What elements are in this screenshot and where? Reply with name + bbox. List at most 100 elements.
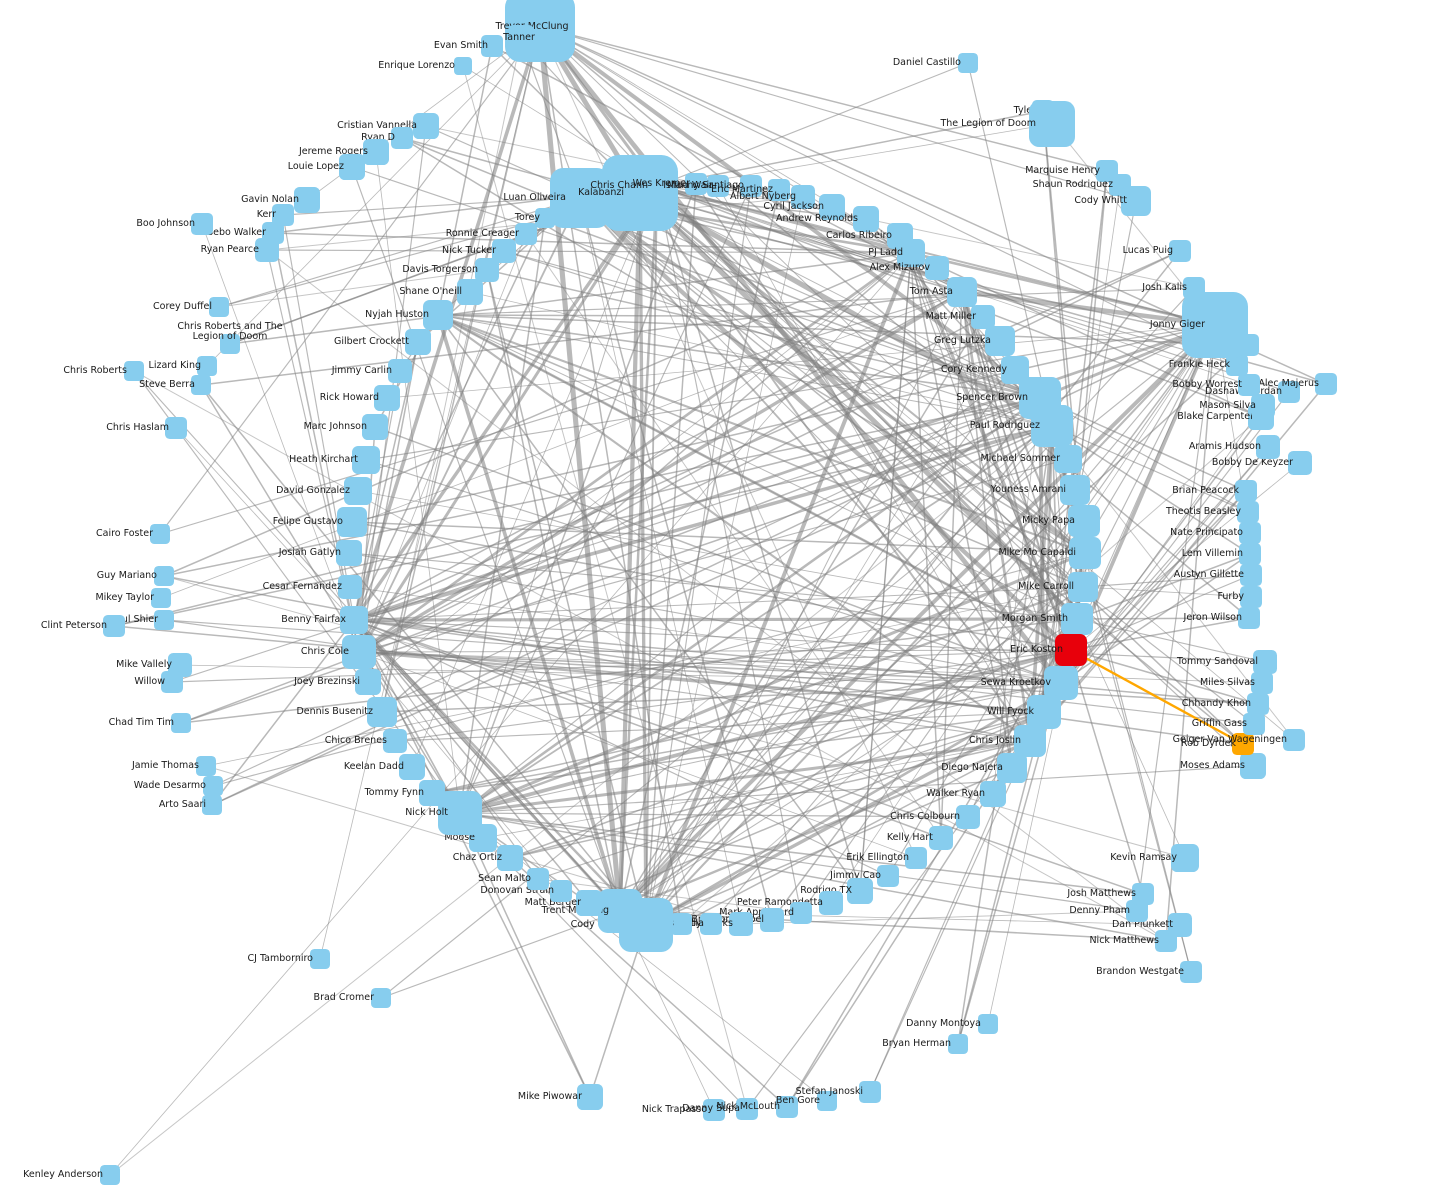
graph-node[interactable] (154, 566, 174, 586)
graph-node[interactable] (340, 606, 368, 634)
graph-node[interactable] (203, 776, 223, 796)
graph-node[interactable] (209, 297, 229, 317)
graph-node[interactable] (438, 791, 482, 835)
graph-node[interactable] (337, 507, 367, 537)
graph-node[interactable] (1031, 405, 1073, 447)
graph-node[interactable] (1251, 672, 1273, 694)
graph-node[interactable] (399, 754, 425, 780)
graph-node[interactable] (508, 25, 534, 51)
graph-node[interactable] (1126, 900, 1148, 922)
graph-node[interactable] (576, 890, 602, 916)
graph-node[interactable] (685, 173, 707, 195)
graph-node[interactable] (1240, 564, 1262, 586)
graph-node[interactable] (339, 154, 365, 180)
graph-node[interactable] (925, 256, 949, 280)
graph-node[interactable] (1243, 713, 1265, 735)
graph-node[interactable] (535, 208, 555, 228)
graph-node[interactable] (151, 588, 171, 608)
graph-node[interactable] (527, 868, 549, 890)
graph-node[interactable] (391, 127, 413, 149)
graph-node[interactable] (1068, 505, 1100, 537)
graph-node[interactable] (1060, 475, 1090, 505)
graph-node[interactable] (294, 187, 320, 213)
graph-node[interactable] (1061, 603, 1093, 635)
graph-node[interactable] (1183, 277, 1205, 299)
graph-node[interactable] (703, 1099, 725, 1121)
graph-node[interactable] (817, 1091, 837, 1111)
graph-node[interactable] (191, 213, 213, 235)
graph-node[interactable] (362, 414, 388, 440)
graph-node[interactable] (958, 53, 978, 73)
graph-node[interactable] (819, 194, 845, 220)
graph-node[interactable] (638, 167, 676, 205)
graph-node[interactable] (736, 1098, 758, 1120)
graph-node[interactable] (1288, 451, 1312, 475)
graph-node[interactable] (929, 826, 953, 850)
graph-node[interactable] (790, 902, 812, 924)
graph-node[interactable] (405, 329, 431, 355)
graph-node[interactable] (550, 880, 572, 902)
graph-node[interactable] (729, 912, 753, 936)
graph-node[interactable] (1237, 501, 1259, 523)
graph-node[interactable] (419, 780, 445, 806)
graph-node[interactable] (454, 57, 472, 75)
graph-node[interactable] (367, 697, 397, 727)
graph-node[interactable] (1171, 844, 1199, 872)
graph-node[interactable] (740, 175, 762, 197)
graph-node[interactable] (1283, 729, 1305, 751)
graph-node[interactable] (475, 258, 499, 282)
graph-node[interactable] (897, 239, 925, 267)
graph-node[interactable] (497, 845, 523, 871)
graph-node[interactable] (1239, 543, 1261, 565)
graph-node[interactable] (371, 988, 391, 1008)
graph-node[interactable] (220, 334, 240, 354)
graph-node[interactable] (707, 175, 729, 197)
graph-node[interactable] (1278, 381, 1300, 403)
graph-node[interactable] (388, 359, 412, 383)
graph-node[interactable] (1232, 733, 1254, 755)
graph-node[interactable] (1180, 961, 1202, 983)
graph-node[interactable] (598, 889, 642, 933)
graph-node[interactable] (1247, 693, 1269, 715)
graph-node[interactable] (103, 615, 125, 637)
graph-node[interactable] (1253, 650, 1277, 674)
graph-node[interactable] (768, 179, 790, 201)
graph-node[interactable] (1168, 913, 1192, 937)
graph-node[interactable] (1235, 480, 1257, 502)
graph-node[interactable] (760, 908, 784, 932)
graph-node[interactable] (310, 949, 330, 969)
graph-node[interactable] (1027, 695, 1061, 729)
graph-node[interactable] (124, 361, 144, 381)
graph-node[interactable] (853, 206, 879, 232)
graph-node[interactable] (255, 238, 279, 262)
graph-node[interactable] (191, 375, 211, 395)
graph-node[interactable] (413, 113, 439, 139)
graph-node[interactable] (978, 1014, 998, 1034)
graph-node[interactable] (947, 277, 977, 307)
graph-node[interactable] (202, 795, 222, 815)
graph-node[interactable] (1055, 634, 1087, 666)
graph-node[interactable] (1238, 374, 1260, 396)
graph-node[interactable] (1068, 572, 1098, 602)
graph-node[interactable] (154, 610, 174, 630)
graph-node[interactable] (1054, 445, 1082, 473)
graph-node[interactable] (1238, 607, 1260, 629)
graph-node[interactable] (100, 1165, 120, 1185)
graph-node[interactable] (859, 1081, 881, 1103)
graph-node[interactable] (363, 139, 389, 165)
graph-node[interactable] (1251, 394, 1275, 418)
graph-node[interactable] (352, 446, 380, 474)
graph-node[interactable] (670, 913, 692, 935)
graph-node[interactable] (550, 168, 610, 228)
graph-node[interactable] (344, 477, 372, 505)
graph-node[interactable] (905, 847, 927, 869)
graph-node[interactable] (877, 865, 899, 887)
graph-node[interactable] (481, 35, 503, 57)
graph-node[interactable] (985, 326, 1015, 356)
graph-node[interactable] (700, 913, 722, 935)
graph-node[interactable] (956, 805, 980, 829)
graph-node[interactable] (383, 729, 407, 753)
graph-node[interactable] (336, 540, 362, 566)
graph-node[interactable] (342, 635, 376, 669)
